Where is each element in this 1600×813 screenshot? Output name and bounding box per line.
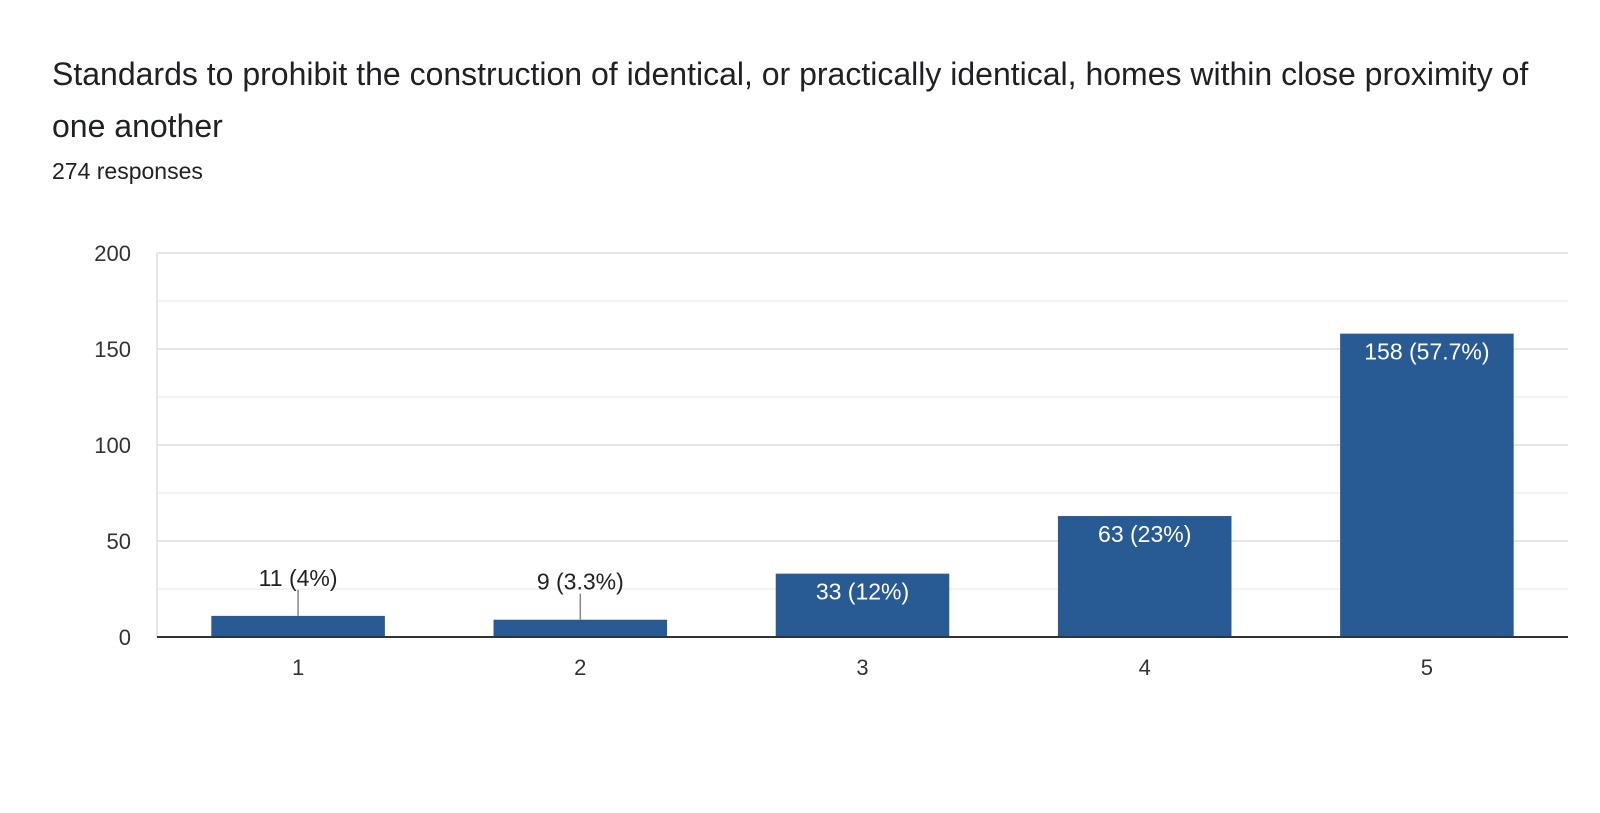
data-label: 63 (23%): [1098, 521, 1191, 547]
x-tick-label: 2: [574, 655, 586, 680]
bar-2[interactable]: [493, 619, 668, 637]
chart-header: Standards to prohibit the construction o…: [52, 48, 1552, 185]
bar-3[interactable]: [775, 573, 950, 637]
bar-1[interactable]: [211, 615, 385, 637]
data-labels: 11 (4%) 9 (3.3%) 33 (12%) 63 (23%) 158 (57.7…: [259, 339, 1490, 620]
bar-5[interactable]: [1340, 333, 1514, 637]
x-tick-label: 1: [292, 655, 304, 680]
x-tick-label: 5: [1421, 655, 1433, 680]
x-tick-label: 4: [1139, 655, 1151, 680]
x-tick-label: 3: [856, 655, 868, 680]
data-label: 9 (3.3%): [537, 569, 624, 595]
y-tick-label: 0: [119, 625, 131, 650]
y-tick-label: 50: [107, 529, 131, 554]
y-tick-label: 200: [94, 241, 131, 266]
axes: 0 50 100 150 200 1 2 3 4 5: [94, 241, 1568, 680]
response-count: 274 responses: [52, 158, 203, 184]
chart-title: Standards to prohibit the construction o…: [52, 56, 1529, 144]
data-label: 11 (4%): [259, 565, 338, 591]
data-label: 158 (57.7%): [1364, 339, 1489, 365]
bars: [211, 333, 1514, 637]
gridlines: [156, 252, 1568, 637]
y-tick-label: 100: [94, 433, 131, 458]
y-tick-label: 150: [94, 337, 131, 362]
bar-4[interactable]: [1057, 516, 1232, 637]
data-label: 33 (12%): [816, 579, 909, 605]
